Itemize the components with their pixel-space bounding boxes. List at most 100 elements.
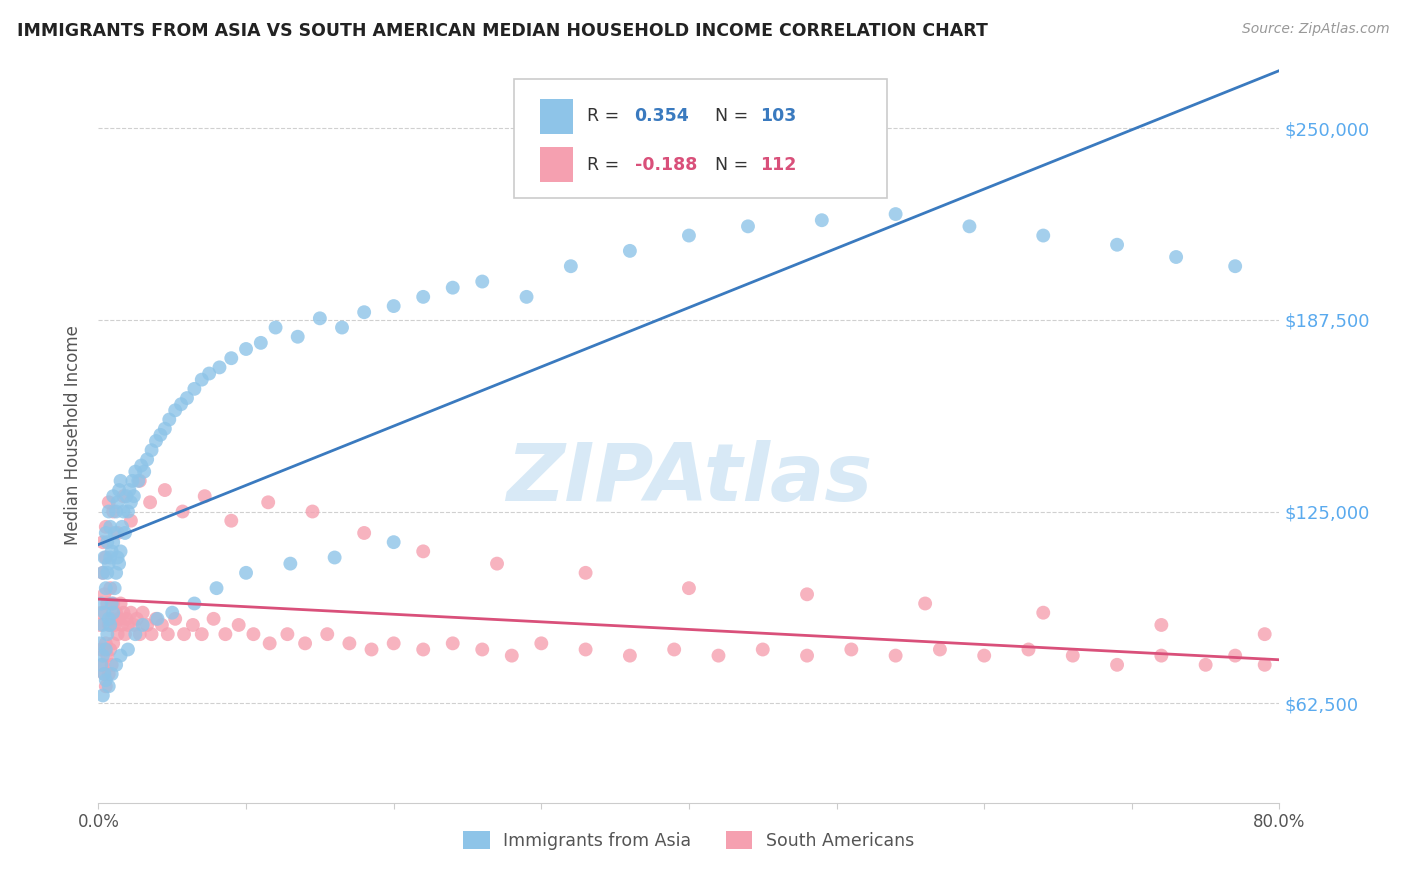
Point bbox=[441, 280, 464, 294]
Point bbox=[162, 606, 183, 620]
Point bbox=[107, 525, 129, 540]
Point bbox=[90, 597, 112, 611]
Point bbox=[1313, 636, 1336, 650]
Point bbox=[139, 495, 162, 509]
Point bbox=[214, 627, 236, 641]
Point bbox=[91, 689, 114, 703]
Point bbox=[98, 581, 121, 595]
Point bbox=[382, 299, 405, 313]
Point bbox=[115, 612, 138, 626]
Point bbox=[575, 566, 598, 580]
Point bbox=[89, 636, 111, 650]
Point bbox=[112, 606, 135, 620]
Text: R =: R = bbox=[588, 107, 626, 125]
Point bbox=[100, 597, 122, 611]
Point bbox=[360, 642, 382, 657]
Point bbox=[96, 535, 118, 549]
Point bbox=[560, 259, 582, 273]
Point bbox=[202, 612, 225, 626]
Point bbox=[1195, 657, 1218, 672]
Point bbox=[98, 550, 121, 565]
Point bbox=[1225, 259, 1247, 273]
Point bbox=[412, 642, 434, 657]
Point bbox=[128, 474, 150, 488]
Point bbox=[191, 373, 214, 387]
Point bbox=[111, 520, 134, 534]
Point bbox=[89, 618, 111, 632]
Point bbox=[235, 566, 257, 580]
Point bbox=[153, 422, 176, 436]
Point bbox=[94, 679, 117, 693]
Text: 103: 103 bbox=[759, 107, 796, 125]
Point bbox=[124, 627, 146, 641]
Point bbox=[250, 335, 273, 350]
Point bbox=[1254, 627, 1277, 641]
Point bbox=[141, 627, 163, 641]
Point bbox=[117, 642, 139, 657]
Point bbox=[619, 244, 641, 258]
Point bbox=[242, 627, 264, 641]
Point bbox=[153, 483, 176, 497]
Point bbox=[259, 636, 281, 650]
Point bbox=[1254, 657, 1277, 672]
Point bbox=[94, 520, 117, 534]
Text: 0.354: 0.354 bbox=[634, 107, 689, 125]
Legend: Immigrants from Asia, South Americans: Immigrants from Asia, South Americans bbox=[457, 824, 921, 856]
Text: R =: R = bbox=[588, 156, 626, 174]
Point bbox=[323, 550, 346, 565]
Point bbox=[111, 618, 134, 632]
Point bbox=[198, 367, 221, 381]
Point bbox=[1107, 657, 1129, 672]
Point bbox=[94, 642, 117, 657]
Point bbox=[132, 606, 155, 620]
Point bbox=[125, 612, 148, 626]
Point bbox=[183, 382, 205, 396]
Point bbox=[737, 219, 759, 234]
Point bbox=[973, 648, 995, 663]
Point bbox=[97, 495, 120, 509]
Point bbox=[516, 290, 538, 304]
Point bbox=[796, 587, 818, 601]
Point bbox=[1032, 606, 1054, 620]
Point bbox=[264, 320, 287, 334]
Point bbox=[97, 612, 120, 626]
Point bbox=[929, 642, 952, 657]
Point bbox=[91, 618, 114, 632]
Point bbox=[90, 606, 112, 620]
Point bbox=[120, 514, 142, 528]
Point bbox=[136, 618, 159, 632]
Point bbox=[412, 544, 434, 558]
Point bbox=[165, 612, 187, 626]
Point bbox=[93, 667, 115, 681]
Point bbox=[100, 657, 122, 672]
Point bbox=[145, 434, 167, 448]
Point bbox=[91, 535, 114, 549]
Point bbox=[105, 566, 128, 580]
Point bbox=[959, 219, 981, 234]
Point bbox=[884, 207, 907, 221]
Point bbox=[94, 581, 117, 595]
Point bbox=[382, 636, 405, 650]
Point bbox=[276, 627, 298, 641]
Point bbox=[136, 452, 159, 467]
Text: N =: N = bbox=[714, 107, 754, 125]
Point bbox=[103, 606, 125, 620]
Point bbox=[1107, 237, 1129, 252]
Point bbox=[149, 427, 172, 442]
Point bbox=[1150, 618, 1173, 632]
Point bbox=[122, 489, 145, 503]
Point bbox=[752, 642, 775, 657]
Point bbox=[664, 642, 686, 657]
Point bbox=[1018, 642, 1040, 657]
Point bbox=[176, 391, 198, 405]
Point bbox=[118, 483, 141, 497]
Point bbox=[796, 648, 818, 663]
Point bbox=[105, 504, 128, 518]
Point bbox=[221, 514, 243, 528]
Point bbox=[100, 612, 122, 626]
Point bbox=[112, 504, 135, 518]
Point bbox=[156, 627, 179, 641]
Point bbox=[114, 525, 136, 540]
Point bbox=[134, 465, 156, 479]
Point bbox=[107, 495, 129, 509]
